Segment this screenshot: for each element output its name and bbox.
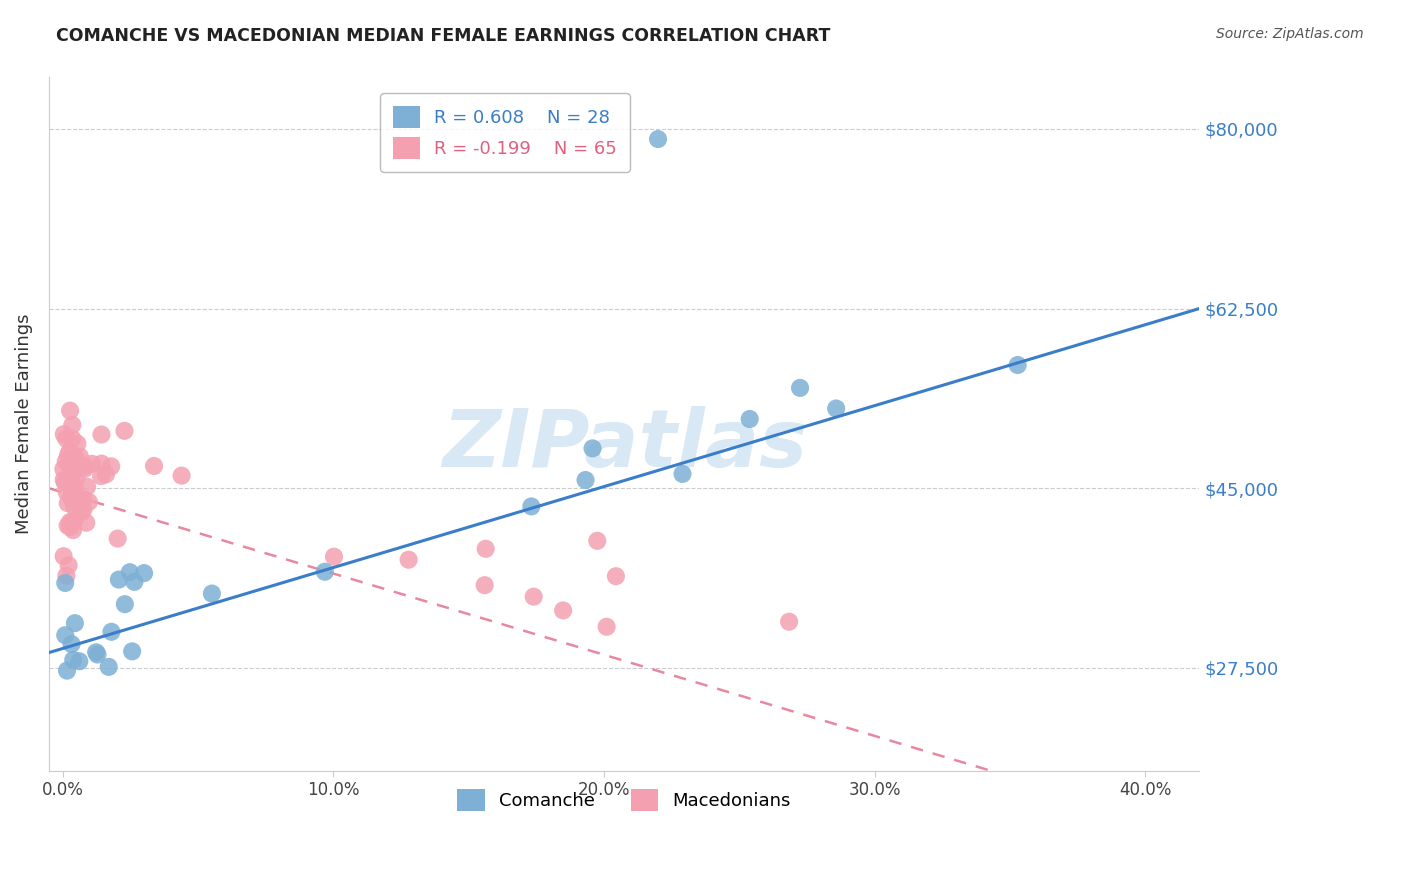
Point bbox=[100, 459, 122, 474]
Point bbox=[60, 491, 83, 506]
Point bbox=[143, 458, 166, 473]
Point bbox=[97, 660, 120, 674]
Point bbox=[114, 597, 136, 611]
Point bbox=[107, 532, 129, 546]
Legend: Comanche, Macedonians: Comanche, Macedonians bbox=[444, 777, 804, 824]
Point bbox=[69, 494, 91, 508]
Point bbox=[647, 132, 669, 146]
Point bbox=[55, 454, 77, 468]
Point bbox=[73, 459, 96, 474]
Point bbox=[62, 523, 84, 537]
Point bbox=[778, 615, 800, 629]
Text: COMANCHE VS MACEDONIAN MEDIAN FEMALE EARNINGS CORRELATION CHART: COMANCHE VS MACEDONIAN MEDIAN FEMALE EAR… bbox=[56, 27, 831, 45]
Point bbox=[60, 432, 83, 446]
Point bbox=[84, 645, 107, 659]
Point bbox=[789, 381, 811, 395]
Point bbox=[94, 467, 117, 482]
Point bbox=[100, 624, 122, 639]
Point bbox=[76, 480, 98, 494]
Point bbox=[60, 417, 83, 432]
Point bbox=[586, 533, 609, 548]
Point bbox=[53, 576, 76, 591]
Point bbox=[90, 427, 112, 442]
Point bbox=[58, 458, 80, 473]
Point bbox=[60, 487, 83, 501]
Point bbox=[62, 485, 84, 500]
Point bbox=[671, 467, 693, 481]
Point bbox=[52, 549, 75, 564]
Point bbox=[90, 469, 112, 483]
Point bbox=[59, 444, 82, 458]
Point bbox=[69, 450, 91, 464]
Point bbox=[52, 473, 75, 487]
Point bbox=[62, 514, 84, 528]
Point bbox=[58, 558, 80, 573]
Point bbox=[65, 450, 87, 465]
Point bbox=[62, 653, 84, 667]
Point bbox=[118, 565, 141, 579]
Point bbox=[605, 569, 627, 583]
Point bbox=[90, 457, 112, 471]
Point bbox=[553, 603, 575, 617]
Point bbox=[55, 432, 77, 446]
Point bbox=[108, 573, 131, 587]
Point bbox=[825, 401, 848, 416]
Point bbox=[314, 565, 336, 579]
Point bbox=[66, 436, 89, 450]
Point bbox=[73, 462, 96, 476]
Point bbox=[63, 616, 86, 631]
Point bbox=[75, 516, 97, 530]
Y-axis label: Median Female Earnings: Median Female Earnings bbox=[15, 314, 32, 534]
Point bbox=[67, 654, 90, 668]
Point bbox=[523, 590, 546, 604]
Point bbox=[62, 491, 84, 506]
Point bbox=[62, 515, 84, 529]
Point bbox=[520, 500, 543, 514]
Point bbox=[60, 471, 83, 485]
Point bbox=[80, 457, 103, 471]
Point bbox=[574, 473, 596, 487]
Point bbox=[474, 541, 496, 556]
Text: Source: ZipAtlas.com: Source: ZipAtlas.com bbox=[1216, 27, 1364, 41]
Point bbox=[398, 552, 420, 566]
Point bbox=[121, 644, 143, 658]
Point bbox=[52, 462, 75, 476]
Point bbox=[474, 578, 496, 592]
Point bbox=[53, 628, 76, 642]
Point bbox=[114, 424, 136, 438]
Point bbox=[62, 466, 84, 480]
Point bbox=[72, 503, 94, 517]
Point bbox=[323, 549, 346, 564]
Point bbox=[738, 412, 761, 426]
Point bbox=[1007, 358, 1029, 372]
Text: ZIPatlas: ZIPatlas bbox=[441, 406, 807, 483]
Point bbox=[63, 500, 86, 514]
Point bbox=[56, 448, 79, 462]
Point bbox=[56, 518, 79, 533]
Point bbox=[59, 403, 82, 417]
Point bbox=[53, 475, 76, 490]
Point bbox=[56, 664, 79, 678]
Point bbox=[65, 472, 87, 486]
Point bbox=[201, 586, 224, 600]
Point bbox=[59, 520, 82, 534]
Point bbox=[55, 485, 77, 500]
Point bbox=[124, 574, 146, 589]
Point bbox=[55, 568, 77, 582]
Point bbox=[86, 648, 108, 662]
Point bbox=[56, 496, 79, 510]
Point bbox=[59, 515, 82, 529]
Point bbox=[60, 516, 83, 531]
Point bbox=[581, 442, 603, 456]
Point bbox=[595, 620, 617, 634]
Point bbox=[170, 468, 193, 483]
Point bbox=[52, 427, 75, 442]
Point bbox=[72, 491, 94, 506]
Point bbox=[60, 637, 83, 651]
Point bbox=[63, 483, 86, 497]
Point bbox=[77, 495, 100, 509]
Point bbox=[70, 506, 93, 520]
Point bbox=[132, 566, 155, 580]
